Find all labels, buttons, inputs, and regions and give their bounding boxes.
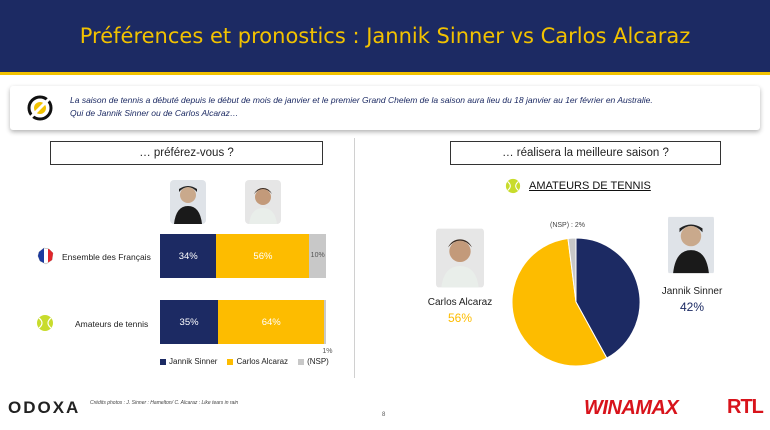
legend-item-sinner: Jannik Sinner: [160, 357, 217, 366]
bar-segment-alcaraz: [218, 300, 325, 344]
intro-line-1: La saison de tennis a débuté depuis le d…: [70, 95, 653, 105]
pie-subtitle: AMATEURS DE TENNIS: [529, 180, 651, 192]
odoxa-logo: ODOXA: [8, 398, 81, 417]
sinner-photo-right: [668, 215, 714, 275]
pie-label-sinner-name: Jannik Sinner: [661, 286, 723, 297]
intro-box: La saison de tennis a débuté depuis le d…: [10, 86, 760, 130]
bar-data-label: 56%: [253, 251, 273, 262]
row-label-france: Ensemble des Français: [62, 252, 151, 262]
pie-slice-nsp: [567, 237, 577, 303]
pie-slice-alcaraz: [511, 237, 608, 367]
pie-slice-sinner: [575, 237, 641, 359]
rtl-logo: RTL: [727, 396, 764, 418]
question-prefer: … préférez-vous ?: [50, 141, 323, 165]
legend-item-alcaraz: Carlos Alcaraz: [227, 357, 288, 366]
bar-segment-nsp: [324, 300, 326, 344]
pie-chart: [511, 237, 641, 367]
tennis-ball-icon: [37, 315, 53, 331]
sinner-photo: [170, 180, 206, 224]
pie-label-alcaraz-name: Carlos Alcaraz: [427, 297, 493, 308]
page-number: 8: [382, 412, 386, 418]
alcaraz-photo-right: [436, 228, 484, 288]
bar-data-label: 64%: [261, 317, 281, 328]
bar-data-label: 35%: [179, 317, 199, 328]
section-divider: [354, 138, 355, 378]
intro-line-2: Qui de Jannik Sinner ou de Carlos Alcara…: [70, 108, 239, 118]
odoxa-logo-icon: [27, 95, 53, 121]
bar-segment-nsp: [309, 234, 326, 278]
header-banner: Préférences et pronostics : Jannik Sinne…: [0, 0, 770, 75]
tennis-ball-icon: [505, 178, 521, 194]
bar-segment-sinner: [160, 234, 217, 278]
bar-segment-alcaraz: [216, 234, 310, 278]
bar-data-label: 34%: [178, 251, 198, 262]
pie-label-alcaraz-value: 56%: [447, 311, 473, 325]
alcaraz-photo: [245, 180, 281, 224]
photo-credits: Crédits photos : J. Sinner : Hamelton/ C…: [90, 400, 239, 406]
chart-legend: Jannik Sinner Carlos Alcaraz (NSP): [160, 357, 329, 366]
page-title: Préférences et pronostics : Jannik Sinne…: [79, 24, 691, 48]
winamax-logo: WINAMAX: [584, 397, 679, 419]
intro-text: La saison de tennis a débuté depuis le d…: [70, 94, 750, 120]
question-season: … réalisera la meilleure saison ?: [450, 141, 721, 165]
bar-data-label: 1%: [322, 348, 333, 355]
bar-data-label: 10%: [310, 252, 325, 259]
france-map-icon: [37, 247, 54, 265]
pie-label-nsp: (NSP) : 2%: [550, 222, 586, 229]
pie-label-sinner-value: 42%: [679, 300, 705, 314]
bar-segment-sinner: [160, 300, 219, 344]
row-label-tennis: Amateurs de tennis: [75, 319, 149, 329]
legend-item-nsp: (NSP): [298, 357, 329, 366]
